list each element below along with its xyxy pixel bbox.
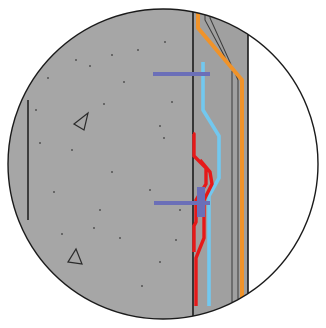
aggregate-dot [164, 41, 166, 43]
aggregate-dot [119, 237, 121, 239]
aggregate-dot [93, 227, 95, 229]
aggregate-dot [53, 191, 55, 193]
aggregate-dot [111, 171, 113, 173]
aggregate-dot [141, 285, 143, 287]
aggregate-dot [103, 103, 105, 105]
aggregate-dot [75, 59, 77, 61]
aggregate-dot [99, 209, 101, 211]
exterior-void [248, 9, 318, 319]
aggregate-dot [149, 189, 151, 191]
aggregate-dot [137, 49, 139, 51]
aggregate-dot [171, 101, 173, 103]
aggregate-dot [111, 54, 113, 56]
red-line [192, 132, 208, 252]
callout-circle-frame [7, 8, 319, 320]
aggregate-dot [71, 149, 73, 151]
aggregate-dot [179, 209, 181, 211]
aggregate-triangle-1 [72, 111, 89, 131]
aggregate-dot [89, 65, 91, 67]
concrete-aggregate-marks [35, 41, 181, 287]
aggregate-dot [175, 239, 177, 241]
blue-marker-block [197, 187, 205, 217]
cavity-guide-line-b [209, 9, 239, 319]
aggregate-dot [123, 81, 125, 83]
aggregate-dot [159, 125, 161, 127]
aggregate-dot [159, 261, 161, 263]
orange-line [196, 9, 244, 306]
light-blue-line [201, 62, 221, 306]
concrete-wall [8, 9, 194, 319]
aggregate-dot [61, 233, 63, 235]
aggregate-dot [35, 109, 37, 111]
aggregate-dot [163, 137, 165, 139]
aggregate-dot [39, 142, 41, 144]
aggregate-triangle-2 [67, 247, 83, 265]
aggregate-dot [47, 77, 49, 79]
